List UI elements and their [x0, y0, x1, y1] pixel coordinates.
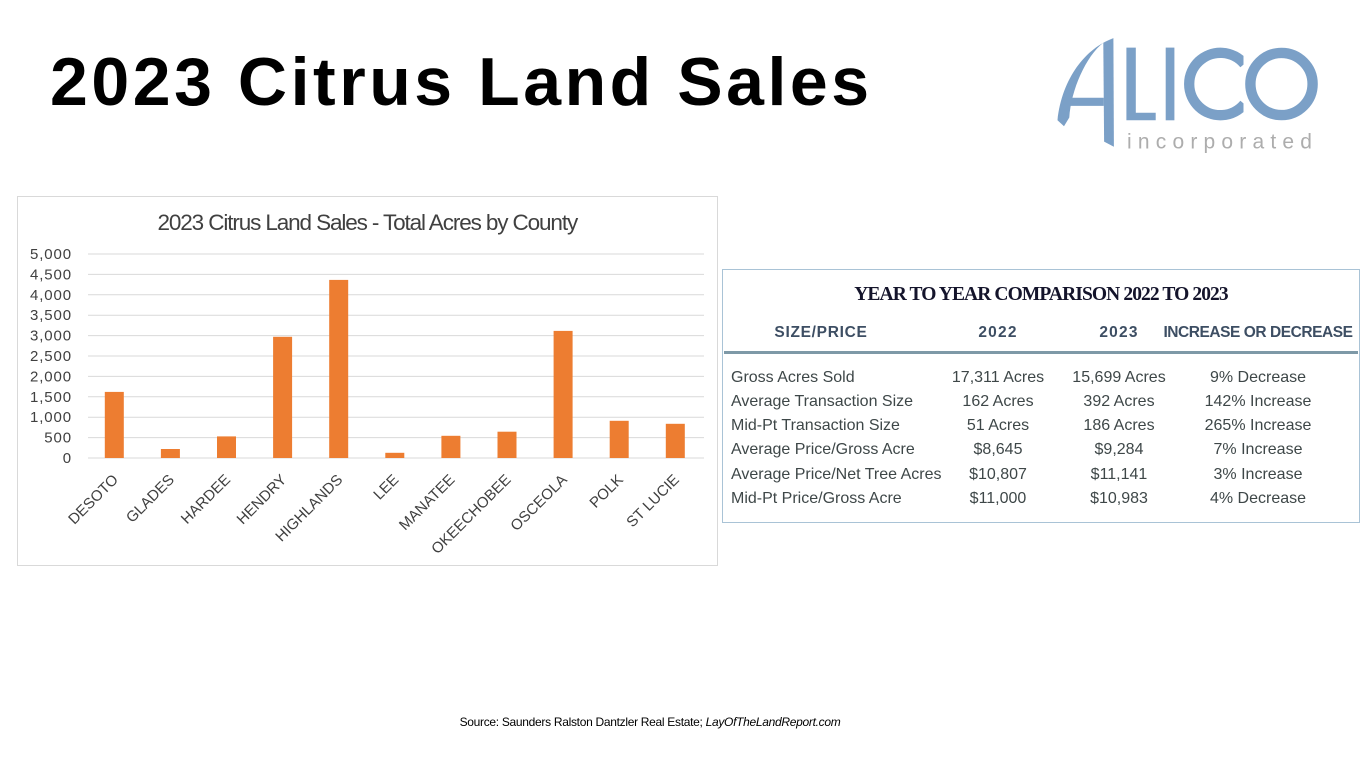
svg-text:2,500: 2,500: [30, 348, 72, 365]
svg-text:DESOTO: DESOTO: [65, 471, 122, 528]
svg-text:HARDEE: HARDEE: [178, 471, 234, 527]
svg-text:OSCEOLA: OSCEOLA: [507, 471, 570, 534]
svg-text:GLADES: GLADES: [123, 471, 178, 526]
svg-text:LEE: LEE: [370, 471, 402, 503]
svg-text:2023 Citrus Land Sales - Total: 2023 Citrus Land Sales - Total Acres by …: [158, 210, 579, 235]
svg-text:500: 500: [44, 430, 72, 447]
svg-text:3,000: 3,000: [30, 328, 72, 345]
svg-text:5,000: 5,000: [30, 246, 72, 263]
svg-text:ST LUCIE: ST LUCIE: [623, 471, 683, 531]
svg-text:0: 0: [63, 450, 72, 467]
svg-text:3,500: 3,500: [30, 307, 72, 324]
svg-text:1,000: 1,000: [30, 409, 72, 426]
svg-text:incorporated: incorporated: [1127, 131, 1318, 154]
svg-text:POLK: POLK: [586, 471, 626, 511]
svg-text:4,000: 4,000: [30, 287, 72, 304]
svg-text:2,000: 2,000: [30, 368, 72, 385]
svg-text:1,500: 1,500: [30, 389, 72, 406]
svg-text:HENDRY: HENDRY: [234, 471, 291, 528]
svg-text:4,500: 4,500: [30, 266, 72, 283]
